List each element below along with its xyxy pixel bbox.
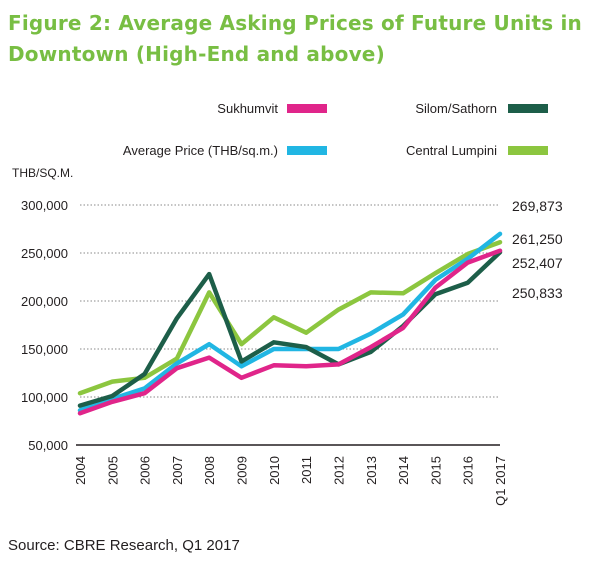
- y-axis: 300,000 250,000 200,000 150,000 100,000 50,00…: [21, 198, 68, 453]
- x-tick-label: 2006: [138, 456, 153, 485]
- legend-label: Sukhumvit: [217, 101, 278, 116]
- end-value-labels: 269,873 261,250 252,407 250,833: [512, 198, 563, 301]
- legend-swatch: [287, 146, 327, 155]
- x-tick-label: 2005: [105, 456, 120, 485]
- source-note: Source: CBRE Research, Q1 2017: [8, 537, 240, 554]
- series-line: [77, 248, 503, 416]
- x-tick-label: 2016: [461, 456, 476, 485]
- end-value-label: 261,250: [512, 231, 563, 247]
- x-tick-label: 2008: [202, 456, 217, 485]
- y-tick-label: 100,000: [21, 390, 68, 405]
- x-tick-label: 2010: [267, 456, 282, 485]
- legend-swatch: [287, 104, 327, 113]
- end-value-label: 269,873: [512, 198, 563, 214]
- y-tick-label: 50,000: [28, 438, 68, 453]
- x-tick-label: 2015: [428, 456, 443, 485]
- series-line: [77, 231, 503, 413]
- y-tick-label: 150,000: [21, 342, 68, 357]
- x-tick-label: 2012: [331, 456, 346, 485]
- legend-swatch: [508, 146, 548, 155]
- x-tick-label: Q1 2017: [493, 456, 508, 506]
- x-tick-label: 2011: [299, 456, 314, 484]
- x-tick-label: 2014: [396, 456, 411, 485]
- x-axis: 2004 2005 2006 2007 2008 2009 2010 2011 2012 2013…: [73, 456, 508, 506]
- end-value-label: 252,407: [512, 255, 563, 271]
- y-tick-label: 200,000: [21, 294, 68, 309]
- figure-title: Figure 2: Average Asking Prices of Futur…: [8, 11, 582, 66]
- series-lines: [77, 231, 503, 416]
- legend-swatch: [508, 104, 548, 113]
- x-tick-label: 2007: [170, 456, 185, 485]
- x-tick-label: 2004: [73, 456, 88, 485]
- legend: Sukhumvit Silom/Sathorn Average Price (THB…: [123, 101, 548, 158]
- y-tick-label: 250,000: [21, 246, 68, 261]
- end-value-label: 250,833: [512, 285, 563, 301]
- legend-label: Average Price (THB/sq.m.): [123, 143, 278, 158]
- series-line: [77, 249, 503, 408]
- y-axis-title: THB/SQ.M.: [12, 166, 73, 180]
- y-tick-label: 300,000: [21, 198, 68, 213]
- series-line: [77, 239, 503, 396]
- legend-label: Silom/Sathorn: [415, 101, 497, 116]
- x-tick-label: 2013: [364, 456, 379, 485]
- x-tick-label: 2009: [235, 456, 250, 485]
- legend-label: Central Lumpini: [406, 143, 497, 158]
